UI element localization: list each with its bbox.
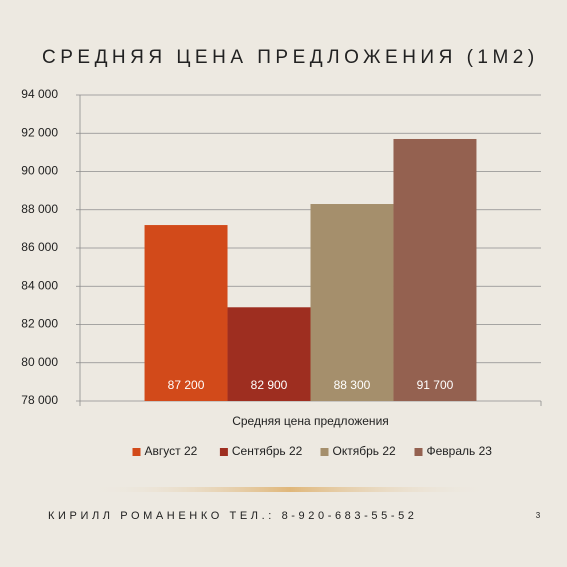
y-tick-label: 80 000	[21, 355, 58, 369]
legend-label: Октябрь 22	[333, 444, 397, 458]
footer-text: КИРИЛЛ РОМАНЕНКО ТЕЛ.: 8-920-683-55-52	[48, 510, 418, 522]
value-label: 88 300	[334, 378, 371, 392]
y-tick-label: 86 000	[21, 240, 58, 254]
page-number: 3	[536, 511, 541, 520]
legend-swatch	[414, 448, 423, 456]
y-tick-label: 78 000	[21, 393, 58, 407]
y-tick-label: 88 000	[21, 202, 58, 216]
y-tick-label: 90 000	[21, 164, 58, 178]
legend-label: Февраль 23	[427, 444, 493, 458]
y-tick-label: 92 000	[21, 125, 58, 139]
value-label: 91 700	[417, 378, 454, 392]
legend-label: Август 22	[145, 444, 198, 458]
bar	[227, 307, 311, 401]
bar	[144, 225, 228, 401]
legend-label: Сентябрь 22	[232, 444, 303, 458]
legend-swatch	[132, 448, 141, 456]
y-tick-label: 94 000	[21, 87, 58, 101]
x-tick-label: Средняя цена предложения	[232, 414, 389, 428]
divider	[90, 487, 490, 492]
legend-swatch	[320, 448, 329, 456]
y-tick-label: 84 000	[21, 278, 58, 292]
y-tick-label: 82 000	[21, 317, 58, 331]
legend-swatch	[219, 448, 228, 456]
bar	[393, 138, 477, 402]
value-label: 82 900	[251, 378, 288, 392]
chart-title: СРЕДНЯЯ ЦЕНА ПРЕДЛОЖЕНИЯ (1М2)	[42, 47, 539, 68]
bar	[310, 204, 394, 401]
value-label: 87 200	[168, 378, 205, 392]
